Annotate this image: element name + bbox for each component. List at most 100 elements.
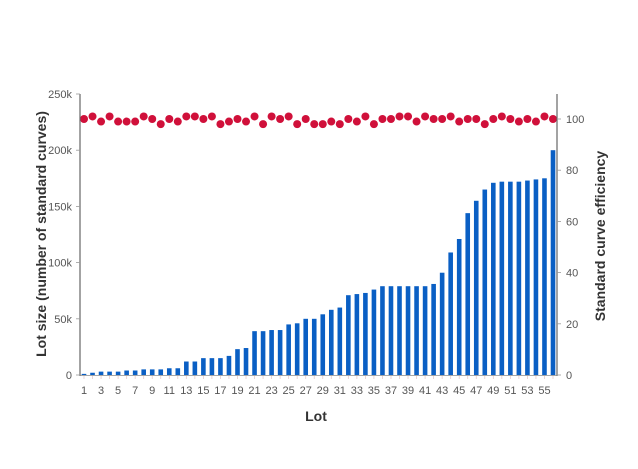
lot-bar (431, 283, 436, 375)
lot-bar (542, 178, 547, 375)
left-axis-tick-label: 250k (48, 89, 72, 101)
lot-bar (141, 369, 146, 375)
x-axis-tick-label: 11 (164, 385, 175, 397)
left-axis-tick-label: 150k (48, 201, 72, 213)
efficiency-dot (369, 120, 378, 129)
lot-bar (533, 179, 539, 375)
lot-bar (303, 318, 309, 375)
x-axis-tick-label: 9 (149, 385, 155, 397)
lot-bar (328, 309, 334, 375)
lot-bar (184, 361, 189, 375)
lot-bar (235, 349, 240, 375)
efficiency-dot (114, 117, 123, 126)
right-axis-tick-label: 20 (566, 319, 578, 331)
lot-bar (115, 371, 121, 375)
efficiency-dot (438, 115, 447, 123)
x-axis-tick-label: 19 (231, 385, 243, 397)
x-axis-title: Lot (305, 408, 327, 424)
lot-bar (456, 238, 462, 375)
lot-bar (294, 323, 300, 375)
efficiency-dot (267, 112, 276, 121)
efficiency-dot (105, 112, 114, 121)
lot-bar (260, 331, 266, 375)
lot-bar (516, 181, 522, 375)
efficiency-dot (318, 120, 327, 129)
lot-bar (439, 272, 445, 375)
efficiency-dot (352, 117, 361, 126)
efficiency-dot (182, 112, 191, 121)
lot-bar (388, 286, 394, 375)
lot-bar (311, 318, 317, 375)
efficiency-dot (540, 112, 549, 121)
efficiency-dot (148, 115, 157, 123)
efficiency-dot (472, 115, 481, 123)
efficiency-dot (156, 120, 165, 129)
efficiency-dot (455, 117, 464, 126)
efficiency-dot (301, 115, 310, 123)
right-axis-tick-label: 80 (566, 165, 578, 177)
efficiency-dot (80, 115, 88, 123)
lot-bar (550, 150, 556, 375)
x-axis-tick-label: 31 (334, 385, 346, 397)
lot-bar (132, 370, 138, 375)
x-axis-tick-label: 37 (385, 385, 397, 397)
efficiency-dot (497, 112, 506, 121)
lot-bar (337, 307, 343, 375)
efficiency-dot (506, 115, 515, 123)
lot-bar (243, 348, 249, 375)
lot-bar (226, 355, 232, 375)
x-axis-tick-label: 27 (300, 385, 312, 397)
lot-bar (201, 358, 206, 375)
efficiency-dot (446, 112, 455, 121)
lot-bar (175, 368, 181, 375)
lot-bar (192, 361, 198, 375)
left-axis-tick-label: 0 (66, 370, 72, 382)
efficiency-dot (549, 115, 557, 123)
efficiency-dot (207, 112, 216, 121)
right-axis-tick-label: 100 (566, 114, 584, 126)
efficiency-dot (531, 117, 540, 126)
x-axis-tick-label: 39 (402, 385, 414, 397)
lot-bar (218, 358, 223, 375)
lot-bar (414, 286, 419, 375)
right-axis-tick-label: 0 (566, 370, 572, 382)
efficiency-dot (122, 117, 131, 126)
lot-bar (107, 371, 112, 375)
x-axis-tick-label: 55 (538, 385, 550, 397)
lot-bar (158, 369, 164, 375)
right-axis-tick-label: 40 (566, 268, 578, 280)
lot-bar (448, 252, 453, 375)
efficiency-dot (404, 112, 413, 121)
efficiency-dot (429, 115, 438, 123)
x-axis-tick-label: 25 (283, 385, 295, 397)
x-axis-tick-label: 51 (504, 385, 516, 397)
lot-size-bars (81, 150, 556, 375)
left-axis-tick-label: 200k (48, 145, 72, 157)
efficiency-dot (139, 112, 148, 121)
efficiency-dot (276, 115, 285, 123)
lot-bar (371, 289, 377, 375)
efficiency-dot (386, 115, 395, 123)
efficiency-dot (190, 112, 199, 121)
efficiency-dot (97, 117, 106, 126)
lot-bar (508, 181, 513, 375)
lot-bar (397, 286, 402, 375)
lot-bar (166, 368, 172, 375)
x-axis-tick-label: 29 (317, 385, 329, 397)
lot-bar (98, 371, 104, 375)
lot-bar (277, 330, 283, 375)
efficiency-dot (327, 117, 336, 126)
x-axis-tick-label: 49 (487, 385, 499, 397)
efficiency-dot (310, 120, 319, 129)
x-axis-tick-label: 35 (368, 385, 380, 397)
x-axis-tick-label: 33 (351, 385, 363, 397)
efficiency-dot (421, 112, 430, 121)
efficiency-dot (259, 120, 268, 129)
lot-bar (482, 189, 488, 375)
x-axis-tick-label: 47 (470, 385, 482, 397)
efficiency-dot (284, 112, 293, 121)
lot-bar (124, 370, 129, 375)
x-axis-tick-label: 5 (115, 385, 121, 397)
